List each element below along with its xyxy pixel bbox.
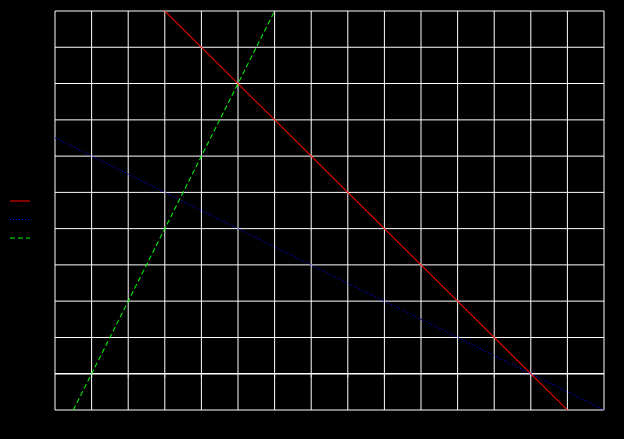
series-line bbox=[55, 137, 604, 410]
series-line bbox=[164, 11, 568, 410]
series-line bbox=[72, 11, 276, 410]
